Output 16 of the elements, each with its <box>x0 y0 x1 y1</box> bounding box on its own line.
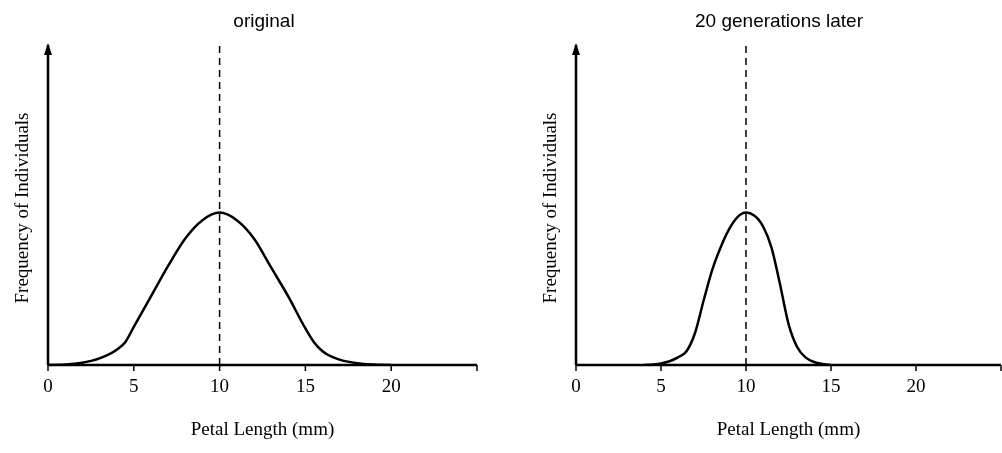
x-tick-label: 10 <box>736 375 756 397</box>
x-tick-label: 20 <box>906 375 926 397</box>
x-tick-label: 10 <box>210 375 230 397</box>
x-tick-label: 20 <box>381 375 401 397</box>
x-axis-title: Petal Length (mm) <box>190 418 335 440</box>
chart-title: 20 generations later <box>695 10 864 31</box>
y-axis-title: Frequency of Individuals <box>539 112 560 304</box>
x-axis-title: Petal Length (mm) <box>716 418 861 440</box>
x-tick-label: 15 <box>821 375 841 397</box>
x-tick-label: 15 <box>295 375 315 397</box>
x-tick-label: 0 <box>43 375 53 397</box>
y-axis-title: Frequency of Individuals <box>11 112 32 304</box>
x-tick-label: 0 <box>571 375 581 397</box>
chart-title: original <box>233 10 295 31</box>
x-tick-label: 5 <box>656 375 666 397</box>
x-tick-label: 5 <box>129 375 139 397</box>
